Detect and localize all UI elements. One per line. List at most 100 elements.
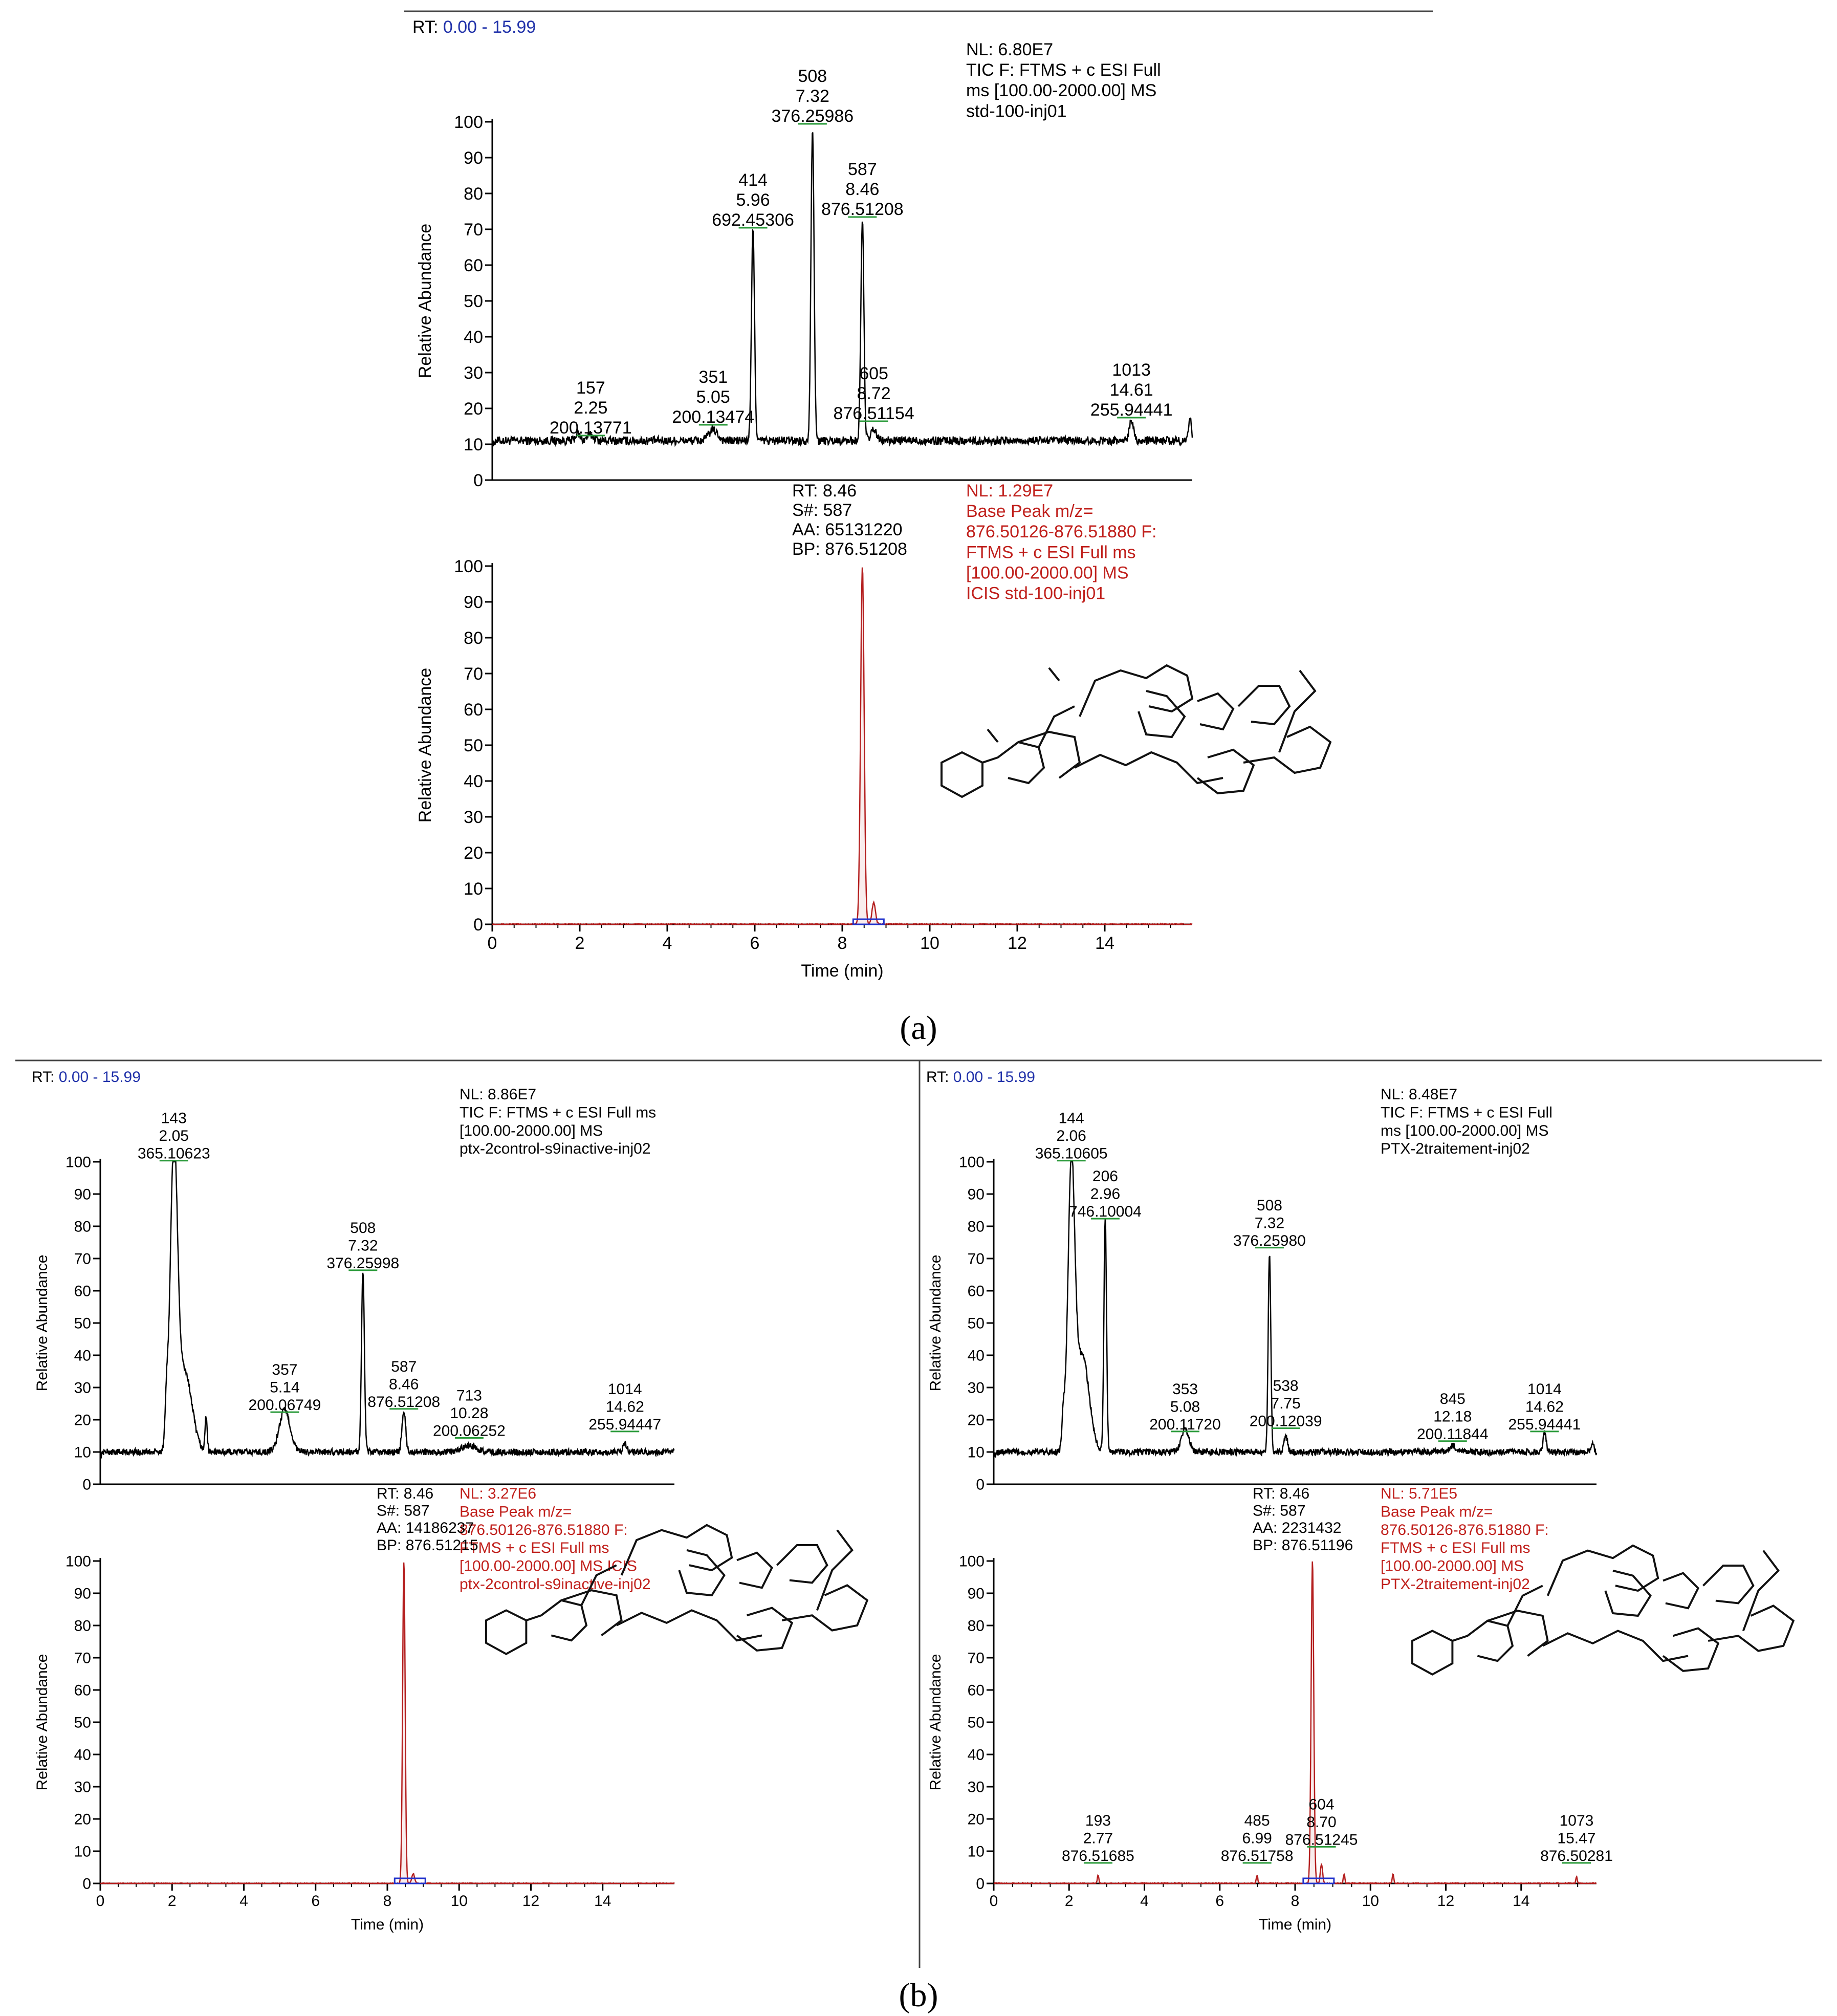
y-tick-label: 60	[74, 1283, 91, 1300]
info-line: ms [100.00-2000.00] MS	[1381, 1122, 1549, 1139]
peak-info-line: S#: 587	[377, 1503, 429, 1520]
y-tick-label: 80	[464, 628, 483, 648]
x-axis-label: Time (min)	[351, 1916, 424, 1933]
integration-marker	[393, 1877, 426, 1884]
peak-annotation-line: 876.50281	[1540, 1848, 1613, 1865]
info-line: PTX-2traitement-inj02	[1381, 1576, 1530, 1593]
y-tick-label: 50	[968, 1715, 985, 1731]
y-tick-label: 40	[464, 772, 483, 791]
rt-range-value: 0.00 - 15.99	[59, 1069, 141, 1086]
trace-a_tic	[491, 132, 1193, 449]
peak-annotation-line: 376.25998	[326, 1255, 399, 1272]
info-line: NL: 1.29E7	[966, 481, 1053, 501]
y-tick-label: 90	[464, 593, 483, 612]
info-line: FTMS + c ESI Full ms	[966, 543, 1136, 562]
x-tick-label: 12	[1008, 934, 1027, 953]
peak-annotation-line: 255.94447	[588, 1416, 661, 1433]
y-tick-label: 80	[74, 1219, 91, 1235]
peak-annotation-line: 876.51245	[1285, 1831, 1358, 1848]
y-tick-label: 90	[968, 1586, 985, 1602]
peak-annotation-line: 206	[1092, 1168, 1118, 1185]
info-line: NL: 3.27E6	[460, 1485, 536, 1502]
peak-annotation-line: 1013	[1112, 360, 1151, 380]
y-tick-label: 10	[968, 1444, 985, 1461]
y-tick-label: 50	[464, 292, 483, 311]
x-tick-label: 10	[1362, 1893, 1379, 1910]
peak-annotation-line: 6.99	[1242, 1830, 1272, 1847]
y-axis-label: Relative Abundance	[34, 1654, 51, 1791]
peak-annotation-line: 143	[161, 1110, 187, 1127]
rt-range-label: RT: 0.00 - 15.99	[412, 17, 536, 37]
molecule-structure-b-right	[1411, 1544, 1795, 1676]
peak-annotation-line: 12.18	[1433, 1408, 1472, 1425]
y-tick-label: 60	[74, 1682, 91, 1699]
x-tick-label: 6	[311, 1893, 320, 1910]
y-axis-label: Relative Abundance	[927, 1654, 944, 1791]
y-tick-label: 70	[968, 1650, 985, 1667]
y-tick-label: 30	[464, 363, 483, 383]
peak-annotation-line: 200.11844	[1417, 1426, 1489, 1443]
peak-annotation-line: 14.61	[1110, 380, 1153, 400]
y-tick-label: 50	[968, 1315, 985, 1332]
peak-annotation-line: 713	[456, 1388, 482, 1404]
x-tick-label: 8	[838, 934, 847, 953]
trace-b_left_tic	[99, 1161, 675, 1459]
y-tick-label: 100	[454, 557, 483, 576]
y-tick-label: 30	[464, 808, 483, 827]
y-axis-label: Relative Abundance	[927, 1255, 944, 1392]
y-axis-label: Relative Abundance	[415, 224, 435, 378]
info-line: FTMS + c ESI Full ms	[460, 1540, 609, 1556]
y-tick-label: 30	[74, 1779, 91, 1796]
rt-range-label: RT: 0.00 - 15.99	[32, 1069, 141, 1086]
peak-annotation-line: 538	[1273, 1378, 1299, 1395]
info-line: NL: 8.48E7	[1381, 1086, 1457, 1103]
rt-range-label: RT: 0.00 - 15.99	[926, 1069, 1035, 1086]
info-line: PTX-2traitement-inj02	[1381, 1140, 1530, 1157]
x-tick-label: 0	[488, 934, 497, 953]
rt-prefix: RT:	[926, 1069, 953, 1086]
y-tick-label: 0	[976, 1876, 985, 1893]
peak-annotation-line: 10.28	[450, 1405, 488, 1422]
peak-annotation-line: 15.47	[1557, 1830, 1595, 1847]
peak-annotation-line: 1014	[1527, 1381, 1562, 1398]
peak-annotation-line: 8.72	[857, 384, 890, 403]
peak-annotation-line: 200.11720	[1149, 1416, 1221, 1433]
peak-annotation-line: 7.32	[796, 86, 829, 106]
peak-annotation-line: 8.46	[389, 1376, 419, 1393]
y-tick-label: 20	[968, 1811, 985, 1828]
rt-prefix: RT:	[32, 1069, 59, 1086]
peak-annotation-line: 200.06749	[249, 1397, 321, 1414]
peak-annotation-line: 357	[272, 1361, 297, 1378]
x-tick-label: 10	[920, 934, 939, 953]
peak-annotation-line: 14.62	[606, 1398, 644, 1415]
peak-annotation-line: 200.06252	[433, 1423, 506, 1440]
trace-a_xic	[492, 567, 1193, 926]
chart-a_tic: 0 10 20 30 40 50 60 70 80 90 100 Relative Abundance…	[412, 17, 1193, 490]
info-line: ptx-2control-s9inactive-inj02	[460, 1576, 651, 1593]
y-tick-label: 20	[74, 1412, 91, 1429]
peak-annotation-line: 351	[698, 367, 728, 387]
peak-annotation-line: 2.77	[1083, 1830, 1113, 1847]
y-tick-label: 10	[968, 1844, 985, 1860]
x-tick-label: 8	[1291, 1893, 1300, 1910]
y-tick-label: 80	[464, 184, 483, 204]
y-tick-label: 70	[464, 664, 483, 684]
x-tick-label: 4	[1140, 1893, 1149, 1910]
y-tick-label: 100	[65, 1154, 91, 1171]
peak-annotation-line: 508	[350, 1220, 376, 1237]
y-tick-label: 30	[968, 1779, 985, 1796]
peak-annotation-line: 605	[859, 364, 888, 383]
chart-b_right_xic: 0 10 20 30 40 50 60 70 80 90 100 0 2 4 6 8 10 12 14 Relativ…	[927, 1485, 1613, 1933]
y-tick-label: 60	[464, 700, 483, 720]
peak-annotation-line: 485	[1244, 1812, 1270, 1829]
info-line: ICIS std-100-inj01	[966, 584, 1105, 603]
trace-b_right_tic	[993, 1161, 1598, 1459]
y-tick-label: 100	[454, 113, 483, 132]
peak-annotation-line: 5.14	[270, 1379, 299, 1396]
y-tick-label: 50	[74, 1315, 91, 1332]
x-tick-label: 14	[1513, 1893, 1529, 1910]
info-line: [100.00-2000.00] MS	[460, 1122, 603, 1139]
rt-range-value: 0.00 - 15.99	[443, 17, 536, 37]
chart-b_left_tic: 0 10 20 30 40 50 60 70 80 90 100 Relative Abundance…	[32, 1069, 675, 1493]
